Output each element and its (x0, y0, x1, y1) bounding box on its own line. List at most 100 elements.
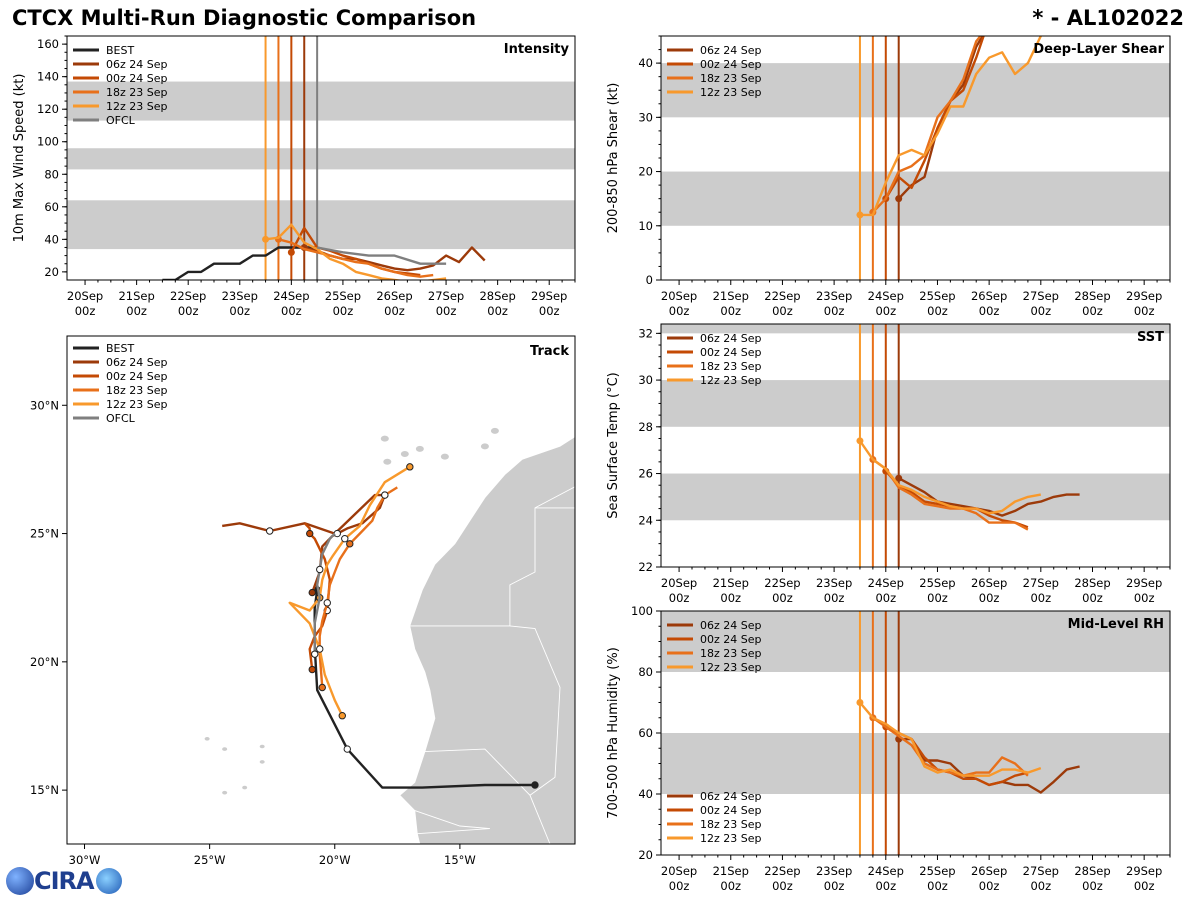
sst-ylabel: Sea Surface Temp (°C) (606, 372, 621, 519)
shear-point-3-0 (856, 211, 864, 219)
intensity-xtick-label: 00z (487, 304, 508, 318)
intensity-ytick-label: 160 (37, 37, 59, 51)
rh-xtick-label: 00z (1030, 879, 1051, 893)
intensity-xtick-label: 25Sep (325, 289, 361, 303)
rh-point-3-0 (856, 699, 864, 706)
shear-panel-label: Deep-Layer Shear (1033, 42, 1164, 57)
canary-island-6 (383, 458, 392, 465)
shear-xtick-label: 00z (979, 304, 1000, 318)
rh-band-0 (661, 733, 1170, 794)
intensity-xtick-label: 22Sep (170, 289, 206, 303)
figure-title: CTCX Multi-Run Diagnostic Comparison (12, 6, 477, 30)
cape-verde-island-0 (204, 737, 210, 741)
shear-xtick-label: 29Sep (1126, 289, 1162, 303)
shear-legend-label: 18z 23 Sep (700, 72, 762, 85)
rh-bottom-legend-label: 00z 24 Sep (700, 804, 762, 817)
cape-verde-island-5 (259, 744, 265, 749)
rh-legend-label: 12z 23 Sep (700, 661, 762, 674)
track-series-12z-23-Sep (288, 465, 411, 717)
track-point-3-8 (346, 540, 354, 548)
track-legend-label: OFCL (106, 412, 136, 425)
intensity-xtick-label: 00z (539, 304, 560, 318)
track-series-06z-24-Sep (222, 493, 386, 594)
shear-xtick-label: 00z (824, 304, 845, 318)
track-legend-label: 12z 23 Sep (106, 398, 168, 411)
track-plot-area (204, 427, 575, 844)
rh-ytick-label: 40 (638, 787, 653, 801)
rh-bottom-legend-label: 18z 23 Sep (700, 818, 762, 831)
intensity-xtick-label: 23Sep (222, 289, 258, 303)
track-panel-label: Track (530, 344, 569, 359)
sst-series-12z-23-Sep (858, 440, 1042, 515)
track-xtick-label: 30°W (69, 853, 101, 867)
track-point-5-0 (311, 650, 319, 658)
track-series-OFCL (313, 532, 336, 655)
shear-ytick-label: 40 (638, 56, 653, 70)
sst-legend-label: 00z 24 Sep (700, 346, 762, 359)
intensity-series-BEST (162, 246, 318, 280)
shear-xtick-label: 21Sep (713, 289, 749, 303)
track-xtick-label: 15°W (444, 853, 476, 867)
shear-ytick-label: 10 (638, 219, 653, 233)
track-point-4-4 (316, 645, 324, 653)
track-xtick-label: 25°W (194, 853, 226, 867)
rh-xtick-label: 24Sep (868, 864, 904, 878)
sst-legend-label: 12z 23 Sep (700, 374, 762, 387)
sst-xtick-label: 00z (772, 591, 793, 605)
track-legend-label: 00z 24 Sep (106, 370, 168, 383)
shear-xtick-label: 26Sep (971, 289, 1007, 303)
shear-xtick-label: 00z (772, 304, 793, 318)
sst-xtick-label: 00z (824, 591, 845, 605)
track-legend-label: 06z 24 Sep (106, 356, 168, 369)
canary-island-4 (480, 443, 489, 450)
intensity-series-OFCL (316, 246, 447, 265)
shear-legend-label: 12z 23 Sep (700, 86, 762, 99)
intensity-xtick-label: 20Sep (67, 289, 103, 303)
track-ytick-label: 20°N (30, 655, 59, 669)
intensity-ytick-label: 100 (37, 135, 59, 149)
sst-ytick-label: 26 (638, 467, 653, 481)
track-point-1-4 (333, 529, 341, 538)
shear-legend-label: 06z 24 Sep (700, 44, 762, 57)
canary-island-2 (415, 445, 424, 452)
intensity-legend-label: 06z 24 Sep (106, 58, 168, 71)
shear-series-18z-23-Sep (872, 36, 983, 214)
sst-xtick-label: 00z (1082, 591, 1103, 605)
rh-ytick-label: 20 (638, 848, 653, 862)
intensity-series-18z-23-Sep (278, 238, 434, 278)
rh-band-1 (661, 611, 1170, 672)
intensity-xtick-label: 26Sep (376, 289, 412, 303)
track-ytick-label: 25°N (30, 527, 59, 541)
sst-xtick-label: 00z (979, 591, 1000, 605)
sst-xtick-label: 23Sep (816, 576, 852, 590)
intensity-ylabel: 10m Max Wind Speed (kt) (12, 74, 27, 243)
rh-ylabel: 700-500 hPa Humidity (%) (606, 647, 621, 819)
shear-series-00z-24-Sep (884, 36, 985, 200)
sst-xtick-label: 00z (927, 591, 948, 605)
track-point-0-0 (531, 781, 539, 789)
shear-point-0-0 (895, 195, 903, 203)
shear-xtick-label: 28Sep (1074, 289, 1110, 303)
rh-xtick-label: 25Sep (919, 864, 955, 878)
shear-xtick-label: 24Sep (868, 289, 904, 303)
track-legend-label: BEST (106, 342, 134, 355)
intensity-xtick-label: 00z (178, 304, 199, 318)
rh-xtick-label: 00z (927, 879, 948, 893)
intensity-ytick-label: 60 (44, 200, 59, 214)
track-ytick-label: 30°N (30, 398, 59, 412)
sst-series-18z-23-Sep (872, 458, 1029, 531)
rh-legend-label: 18z 23 Sep (700, 647, 762, 660)
sst-xtick-label: 00z (720, 591, 741, 605)
shear-xtick-label: 00z (875, 304, 896, 318)
sst-xtick-label: 24Sep (868, 576, 904, 590)
africa-landmass (399, 436, 575, 844)
track-frame (66, 335, 576, 845)
sst-xtick-label: 22Sep (764, 576, 800, 590)
sst-band-1 (661, 380, 1170, 427)
rh-bottom-legend-label: 12z 23 Sep (700, 832, 762, 845)
track-point-3-0 (318, 683, 326, 692)
shear-xtick-label: 20Sep (661, 289, 697, 303)
intensity-ytick-label: 120 (37, 102, 59, 116)
sst-plot-area (661, 324, 1170, 567)
shear-series-12z-23-Sep (859, 36, 1042, 217)
